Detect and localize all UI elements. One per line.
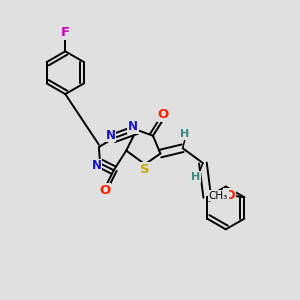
Text: H: H bbox=[191, 172, 200, 182]
Text: O: O bbox=[158, 108, 169, 122]
Text: H: H bbox=[180, 129, 190, 139]
Text: N: N bbox=[128, 120, 138, 133]
Text: F: F bbox=[61, 26, 70, 39]
Text: S: S bbox=[140, 163, 150, 176]
Text: N: N bbox=[106, 129, 116, 142]
Text: O: O bbox=[99, 184, 110, 197]
Text: CH₃: CH₃ bbox=[209, 191, 228, 201]
Text: O: O bbox=[224, 189, 235, 202]
Text: N: N bbox=[92, 159, 101, 172]
